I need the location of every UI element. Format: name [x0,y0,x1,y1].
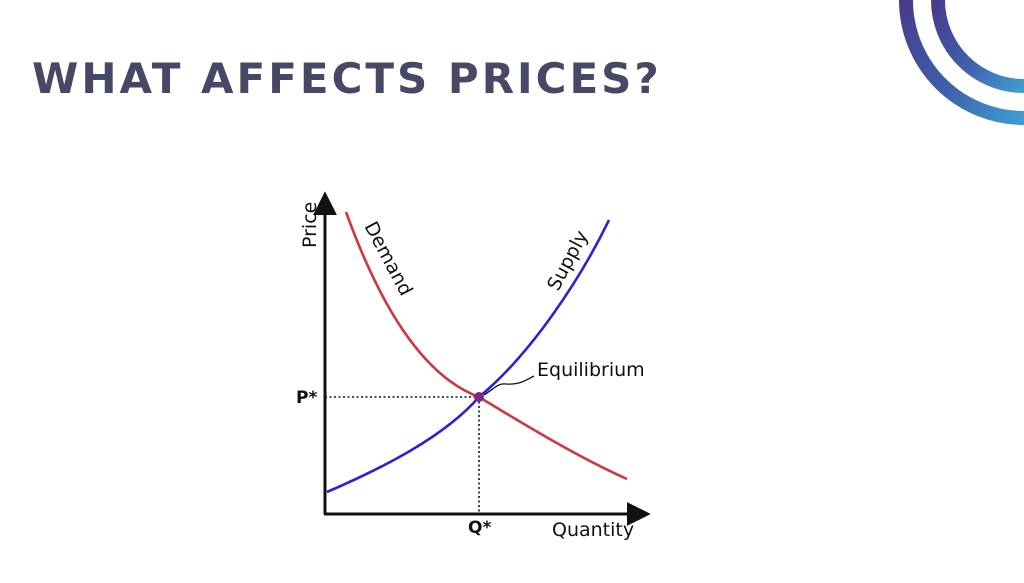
supply-demand-diagram: Price Quantity P* Q* Demand Supply Equil… [290,190,670,554]
page-title: WHAT AFFECTS PRICES? [32,54,662,103]
concentric-arcs-logo-icon [890,0,1024,130]
x-axis-label: Quantity [552,519,634,541]
price-marker-label: P* [296,388,317,408]
equilibrium-callout-line [483,375,535,396]
demand-curve-label: Demand [360,218,417,299]
y-axis-label: Price [299,202,321,248]
quantity-marker-label: Q* [468,518,491,538]
equilibrium-point [474,392,484,402]
supply-curve-label: Supply [543,227,593,294]
equilibrium-label: Equilibrium [537,359,645,381]
